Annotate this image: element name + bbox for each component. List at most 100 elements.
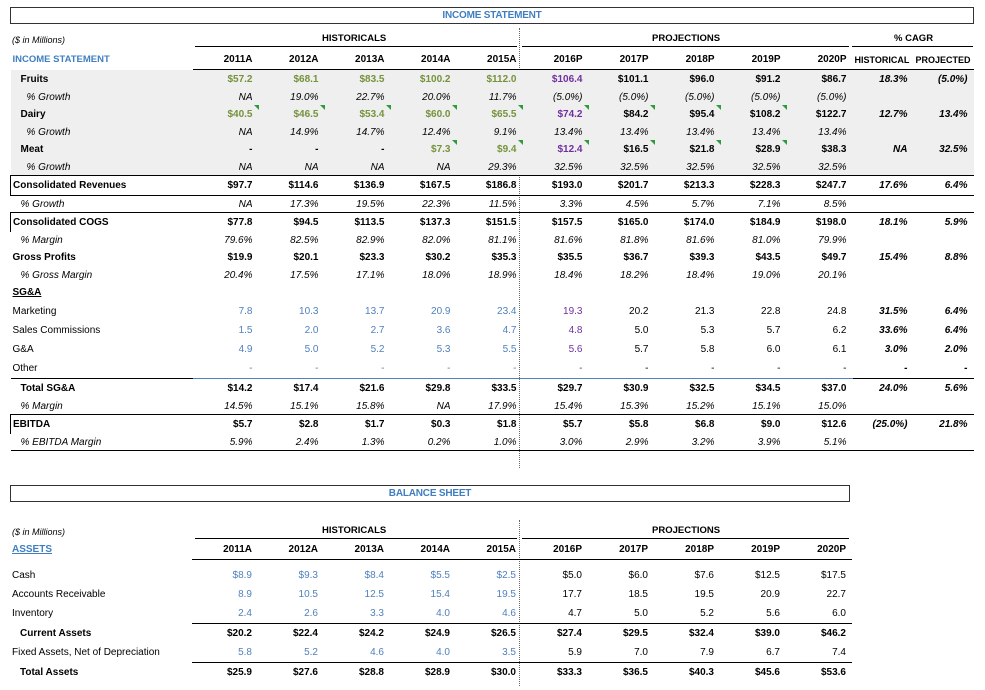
cell-value: - xyxy=(324,359,391,379)
cagr-historical: 33.6% xyxy=(879,325,908,336)
assets-label: ASSETS xyxy=(12,544,53,556)
cell-value: 10.5 xyxy=(298,589,318,600)
cell-value: $28.8 xyxy=(358,667,384,678)
cell-value: 18.4% xyxy=(686,269,715,281)
cell-value: 5.0 xyxy=(588,604,654,624)
cell-value: 20.9 xyxy=(760,589,780,600)
cell-value: 4.7 xyxy=(522,604,588,624)
balance-projection-divider xyxy=(519,520,520,686)
cell-value: 1.5 xyxy=(238,325,253,336)
row-label: Dairy xyxy=(10,105,193,124)
row-label: Consolidated COGS xyxy=(10,212,193,232)
cell-value: $106.4 xyxy=(522,69,589,89)
row-label: Gross Profits xyxy=(12,252,76,263)
year-header: 2011A xyxy=(192,50,259,70)
cell-value: $36.5 xyxy=(622,667,648,678)
cell-value: 81.1% xyxy=(488,234,517,246)
row-label: Meat xyxy=(10,140,193,159)
cagr-historical: 12.7% xyxy=(852,105,914,124)
cell-value: $29.7 xyxy=(522,378,589,398)
cell-value xyxy=(457,283,523,302)
cell-value: $14.2 xyxy=(192,378,259,398)
cell-value: $46.5 xyxy=(258,105,325,124)
cell-value: 9.1% xyxy=(456,124,523,140)
cell-value: 19.0% xyxy=(752,269,781,281)
cell-value: $7.6 xyxy=(694,570,714,581)
cell-value: 7.9 xyxy=(654,643,720,663)
cell-value: $151.5 xyxy=(456,212,523,232)
cell-value: 13.4% xyxy=(720,124,787,140)
balance-row: Cash $8.9 $9.3 $8.4 $5.5 $2.5 $5.0 $6.0 $7.6 $12.… xyxy=(10,566,852,585)
cell-value: 79.9% xyxy=(818,234,847,246)
cell-value: 2.4% xyxy=(258,434,325,451)
cell-value: 5.2 xyxy=(370,344,385,355)
cagr-projected xyxy=(913,89,974,105)
cell-value: 22.3% xyxy=(422,198,451,210)
cell-value: - xyxy=(786,359,853,379)
cell-value: $5.8 xyxy=(588,414,655,434)
cell-value: 3.3 xyxy=(324,604,390,624)
cagr-projected: 21.8% xyxy=(913,414,974,434)
cell-value: 8.9 xyxy=(238,589,252,600)
cell-value: $29.8 xyxy=(390,378,457,398)
cell-value xyxy=(193,283,259,302)
cell-value: (5.0%) xyxy=(588,89,655,105)
balance-projections-header: PROJECTIONS xyxy=(652,525,721,536)
cell-value: 6.2 xyxy=(832,325,847,336)
cell-value: 19.5 xyxy=(694,589,714,600)
cagr-historical: (25.0%) xyxy=(852,414,914,434)
cell-value: $112.0 xyxy=(456,69,523,89)
income-row: % Margin 79.6% 82.5% 82.9% 82.0% 81.1% 81.6% 81… xyxy=(11,232,974,248)
cagr-historical: 17.6% xyxy=(852,175,914,196)
cell-value: $101.1 xyxy=(588,69,655,89)
cell-value: - xyxy=(192,359,259,379)
cell-value: $24.9 xyxy=(424,628,450,639)
cell-value: $17.5 xyxy=(820,570,846,581)
income-projections-header: PROJECTIONS xyxy=(652,33,721,44)
row-label: G&A xyxy=(12,344,34,355)
cell-value: $95.4 xyxy=(654,105,721,124)
row-label: Total SG&A xyxy=(10,378,193,398)
cell-value: 7.1% xyxy=(757,198,781,210)
cell-value: 5.6 xyxy=(720,604,786,624)
cell-value: $40.3 xyxy=(688,667,714,678)
row-label: Fixed Assets, Net of Depreciation xyxy=(12,647,160,659)
cell-value: $5.5 xyxy=(430,570,450,581)
year-header: 2018P xyxy=(654,50,721,70)
row-label: Sales Commissions xyxy=(12,325,101,336)
income-row: % Growth NA 17.3% 19.5% 22.3% 11.5% 3.3% 4.5% 5.… xyxy=(11,196,974,213)
cagr-projected: - xyxy=(964,363,968,374)
cell-value: $28.9 xyxy=(720,140,787,159)
cagr-historical xyxy=(852,89,914,105)
cagr-historical: 18.3% xyxy=(852,69,914,89)
cell-value: $5.7 xyxy=(192,414,259,434)
cell-value: NA xyxy=(192,159,259,176)
cell-value: 15.4 xyxy=(430,589,450,600)
row-label: Consolidated Revenues xyxy=(10,175,193,196)
cell-value: $83.5 xyxy=(324,69,391,89)
cell-value: 2.4 xyxy=(192,604,258,624)
cell-value: 7.4 xyxy=(786,643,852,663)
row-label: % Gross Margin xyxy=(20,269,93,281)
cell-value: $17.4 xyxy=(258,378,325,398)
cagr-historical: 15.4% xyxy=(879,252,908,263)
cell-value: 17.7 xyxy=(562,589,582,600)
cell-value: 32.5% xyxy=(522,159,589,176)
row-label: % Margin xyxy=(20,400,63,412)
cell-value: $213.3 xyxy=(654,175,721,196)
cell-value: 81.0% xyxy=(752,234,781,246)
cagr-historical xyxy=(853,267,914,283)
cell-value: $247.7 xyxy=(786,175,853,196)
cell-value: 3.9% xyxy=(720,434,787,451)
cell-value: $9.3 xyxy=(298,570,318,581)
cell-value: (5.0%) xyxy=(786,89,853,105)
cagr-projected xyxy=(914,232,974,248)
cell-value: $77.8 xyxy=(192,212,259,232)
cell-value: NA xyxy=(192,89,259,105)
year-header: 2016P xyxy=(522,50,589,70)
cagr-projected: 6.4% xyxy=(944,325,968,336)
cell-value: $16.5 xyxy=(588,140,655,159)
cell-value: $21.8 xyxy=(654,140,721,159)
cell-value xyxy=(325,283,391,302)
cell-value: 7.8 xyxy=(238,306,253,317)
